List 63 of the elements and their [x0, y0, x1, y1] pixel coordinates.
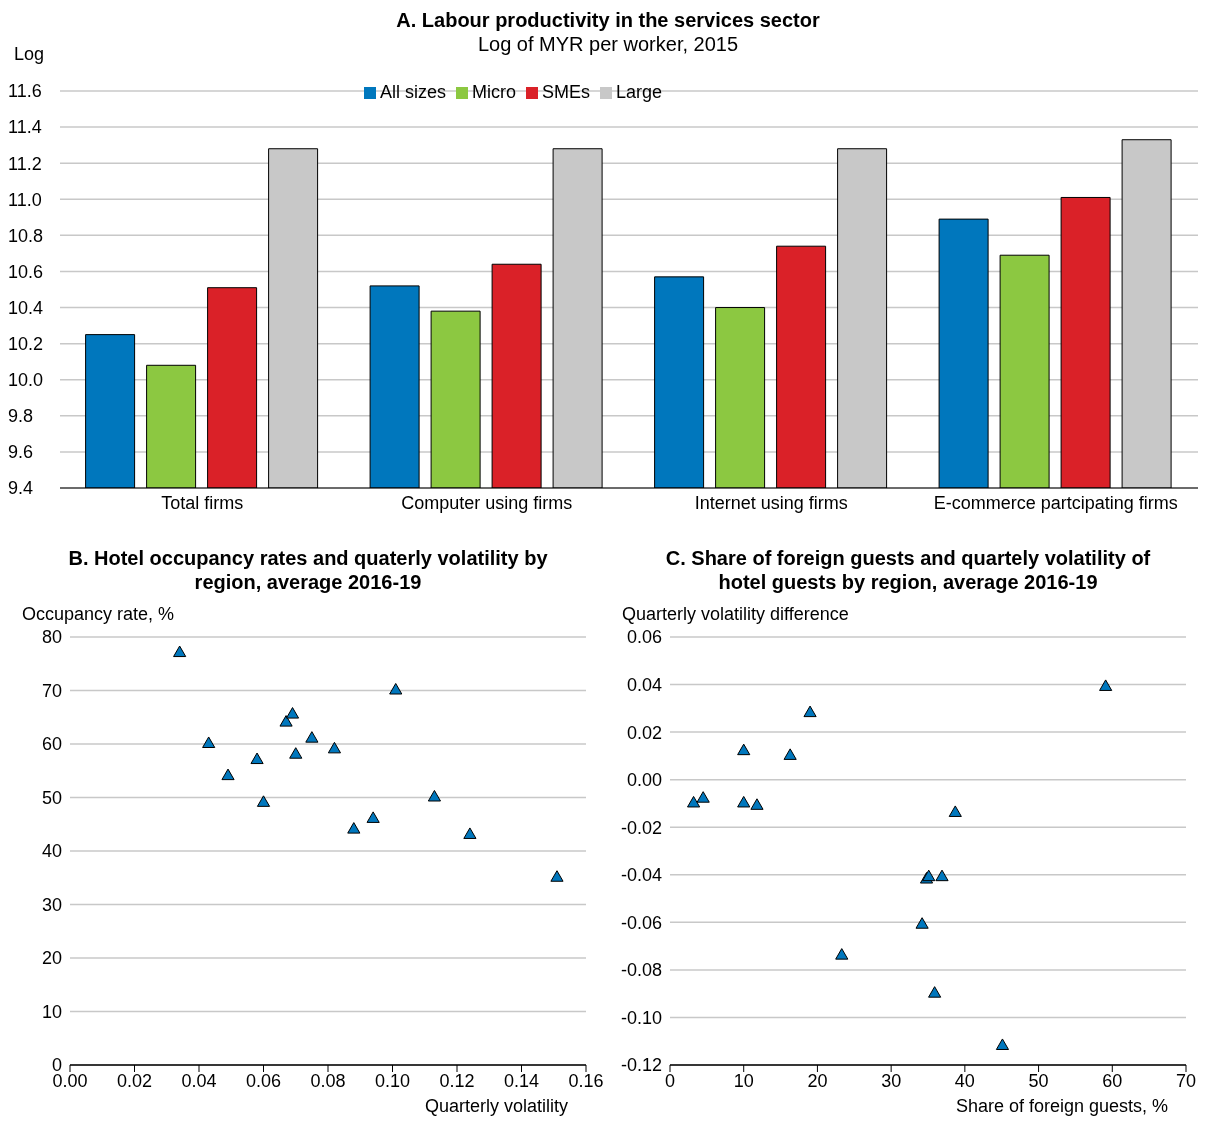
y-tick-label: 0.02 [626, 722, 662, 743]
x-tick-label: 0.06 [245, 1070, 282, 1091]
y-tick-label: 11.0 [8, 189, 42, 210]
y-tick-label: 0.00 [626, 770, 662, 791]
y-tick-label: 10.2 [8, 334, 44, 355]
y-tick-label: 70 [41, 680, 62, 701]
x-tick-label: Internet using firms [694, 492, 848, 513]
chart-subtitle: Log of MYR per worker, 2015 [477, 33, 739, 55]
y-tick-label: -0.08 [620, 960, 662, 981]
y-axis-title: Log [14, 44, 45, 65]
x-tick-label: 20 [807, 1070, 828, 1091]
y-axis-title: Occupancy rate, % [22, 604, 176, 625]
y-tick-label: 10.6 [8, 261, 44, 282]
x-tick-label: E-commerce partcipating firms [933, 492, 1178, 513]
x-tick-label: 0.08 [310, 1070, 346, 1091]
x-tick-label: 40 [954, 1070, 975, 1091]
x-tick-label: 0 [664, 1070, 676, 1091]
legend-label: Micro [471, 82, 516, 102]
y-tick-label: 50 [41, 787, 62, 808]
y-tick-label: 11.2 [8, 153, 42, 174]
x-tick-label: 0.12 [439, 1070, 475, 1091]
x-tick-label: 70 [1175, 1070, 1197, 1091]
y-tick-label: -0.02 [620, 817, 662, 838]
legend-label: Large [615, 82, 663, 102]
y-tick-label: 10.4 [8, 297, 44, 318]
y-tick-label: -0.06 [620, 912, 662, 933]
x-axis-title: Quarterly volatility [424, 1096, 568, 1117]
y-tick-label: 30 [41, 894, 62, 915]
x-tick-label: 50 [1028, 1070, 1049, 1091]
y-tick-label: 20 [41, 948, 62, 969]
chart-title: C. Share of foreign guests and quartely volatility of hotel guests by region, average 2016-19 [664, 546, 1152, 594]
y-tick-label: 60 [41, 734, 62, 755]
y-tick-label: 11.6 [8, 81, 42, 102]
y-tick-label: 0.06 [626, 627, 662, 648]
x-tick-label: 0.02 [116, 1070, 153, 1091]
y-tick-label: 9.8 [8, 406, 34, 427]
y-tick-label: 9.6 [8, 442, 34, 463]
x-tick-label: 0.04 [181, 1070, 217, 1091]
chart-title: B. Hotel occupancy rates and quaterly volatility by region, average 2016-19 [67, 546, 549, 594]
x-tick-label: 30 [881, 1070, 902, 1091]
x-tick-label: Total firms [161, 492, 244, 513]
y-tick-label: -0.10 [620, 1007, 662, 1028]
x-axis-title: Share of foreign guests, % [955, 1096, 1168, 1117]
y-tick-label: 11.4 [8, 117, 42, 138]
y-tick-label: 9.4 [8, 478, 34, 499]
y-tick-label: 10.8 [8, 225, 44, 246]
y-tick-label: -0.04 [620, 865, 662, 886]
y-tick-label: 40 [41, 841, 62, 862]
y-tick-label: 10 [41, 1001, 62, 1022]
x-tick-label: 60 [1102, 1070, 1123, 1091]
x-tick-label: 10 [733, 1070, 754, 1091]
x-tick-label: 0.16 [568, 1070, 604, 1091]
chart-title: A. Labour productivity in the services sector [395, 8, 821, 32]
x-tick-label: 0.14 [503, 1070, 540, 1091]
y-tick-label: -0.12 [620, 1055, 662, 1076]
y-axis-title: Quarterly volatility difference [622, 604, 850, 625]
y-tick-label: 10.0 [8, 370, 44, 391]
y-tick-label: 0.04 [626, 674, 662, 695]
y-tick-label: 80 [41, 627, 62, 648]
legend-label: All sizes [379, 82, 446, 102]
x-tick-label: 0.10 [374, 1070, 411, 1091]
legend-label: SMEs [541, 82, 590, 102]
x-tick-label: Computer using firms [401, 492, 573, 513]
